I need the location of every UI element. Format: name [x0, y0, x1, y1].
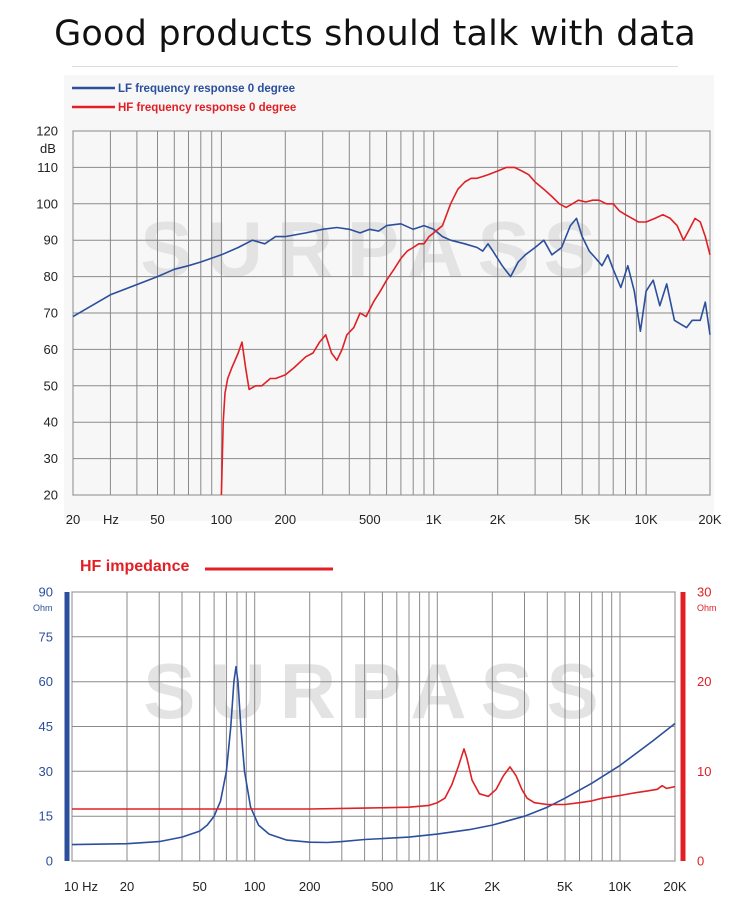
legend: LF frequency response 0 degree HF freque… [72, 83, 296, 114]
x-tick-label: 20K [698, 512, 721, 527]
series-line-lf-frequency-response-0-degree [72, 217, 711, 335]
y-tick-label: 110 [37, 160, 58, 175]
left-y-tick-label: 75 [39, 629, 53, 644]
x-axis-unit-label: Hz [103, 512, 119, 527]
x-tick-label: 5K [574, 512, 590, 527]
x-tick-label: 10K [608, 879, 631, 894]
x-tick-label: 500 [359, 512, 381, 527]
watermark-text: SURPASS [140, 205, 609, 293]
x-tick-label: 1K [429, 879, 445, 894]
y-tick-label: 90 [44, 233, 58, 248]
left-y-tick-label: 60 [39, 674, 53, 689]
y-tick-label: 80 [44, 269, 58, 284]
right-y-axis-ticks: 0 10 20 30 [697, 585, 711, 869]
left-y-tick-label: 90 [39, 585, 53, 600]
right-y-tick-label: 20 [697, 674, 711, 689]
y-tick-label: 50 [44, 378, 58, 393]
right-y-tick-label: 30 [697, 585, 711, 600]
right-y-tick-label: 10 [697, 764, 711, 779]
x-tick-label: 200 [299, 879, 321, 894]
right-y-tick-label: 0 [697, 854, 704, 869]
x-tick-label: 20K [663, 879, 686, 894]
x-tick-label: 200 [274, 512, 296, 527]
y-tick-label: 30 [44, 451, 58, 466]
y-axis-unit-label: dB [40, 141, 56, 156]
x-tick-label: 500 [372, 879, 394, 894]
right-axis-unit-label: Ohm [697, 603, 717, 613]
left-y-tick-label: 30 [39, 764, 53, 779]
x-tick-label: 5K [557, 879, 573, 894]
legend: HF impedance [80, 558, 333, 575]
y-tick-label: 100 [36, 196, 58, 211]
x-tick-label: 2K [490, 512, 506, 527]
legend-label-hf: HF frequency response 0 degree [118, 102, 296, 114]
y-tick-label: 70 [44, 306, 58, 321]
x-tick-label: 1K [426, 512, 442, 527]
chart-grid [71, 591, 676, 862]
left-y-tick-label: 0 [46, 854, 53, 869]
chart-grid [72, 130, 711, 496]
x-axis-ticks: 10 Hz 20 50 100 200 500 1K 2K 5K 10K 20K [64, 879, 687, 894]
legend-label-hf-impedance: HF impedance [80, 558, 189, 575]
left-y-tick-label: 45 [39, 719, 53, 734]
x-tick-label: 50 [150, 512, 164, 527]
y-tick-label: 40 [44, 415, 58, 430]
x-tick-label: 10K [635, 512, 658, 527]
page-title: Good products should talk with data [54, 14, 696, 54]
series-line-series-0 [71, 665, 676, 846]
left-axis-unit-label: Ohm [33, 603, 53, 613]
y-tick-label: 120 [36, 124, 58, 139]
chart-background [64, 75, 714, 521]
x-tick-label: 100 [211, 512, 233, 527]
left-y-tick-label: 15 [39, 809, 53, 824]
x-tick-label: 10 Hz [64, 879, 98, 894]
x-tick-label: 2K [484, 879, 500, 894]
y-tick-label: 20 [44, 488, 58, 503]
title-underline [72, 66, 678, 67]
y-tick-label: 60 [44, 342, 58, 357]
watermark-text: SURPASS [143, 647, 612, 735]
chart-series-lines [71, 665, 676, 846]
chart-series-lines [72, 166, 711, 496]
frequency-response-chart: SURPASS 20 30 40 50 60 70 80 90 100 110 120 20 50 10… [36, 75, 722, 527]
x-tick-label: 20 [66, 512, 80, 527]
x-tick-label: 20 [120, 879, 134, 894]
series-line-hf-frequency-response-0-degree [220, 166, 711, 496]
x-axis-ticks: 20 50 100 200 500 1K 2K 5K 10K 20K [66, 512, 722, 527]
x-tick-label: 100 [244, 879, 266, 894]
series-line-hf-impedance [72, 748, 676, 810]
legend-label-lf: LF frequency response 0 degree [118, 83, 295, 95]
y-axis-ticks: 20 30 40 50 60 70 80 90 100 110 120 [36, 124, 58, 503]
left-y-axis-ticks: 0 15 30 45 60 75 90 [39, 585, 53, 869]
x-tick-label: 50 [192, 879, 206, 894]
